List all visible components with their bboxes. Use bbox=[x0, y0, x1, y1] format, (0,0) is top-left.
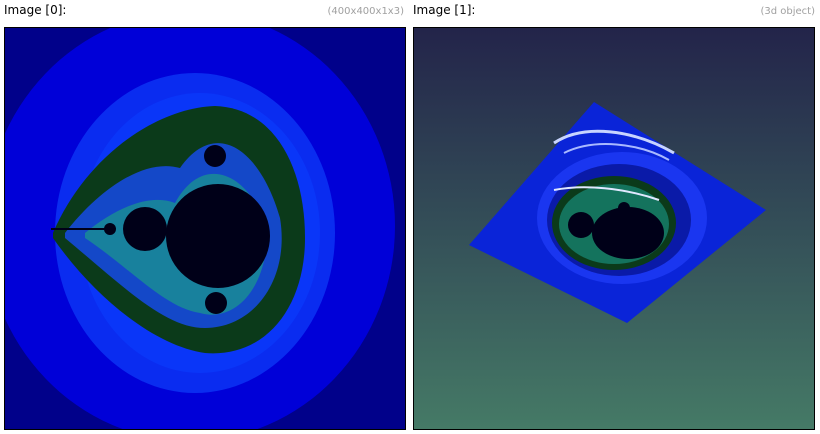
panel-1-title: Image [1]: bbox=[413, 3, 476, 17]
mandelbrot-3d-surface bbox=[414, 28, 814, 429]
mandelbrot-2d-image bbox=[5, 28, 405, 429]
panel-0-title: Image [0]: bbox=[4, 3, 67, 17]
panel-0-header: Image [0]: (400x400x1x3) bbox=[4, 0, 404, 24]
panel-1-object-label: (3d object) bbox=[760, 6, 815, 17]
panel-0-dimensions: (400x400x1x3) bbox=[327, 6, 404, 17]
image-0-viewport[interactable] bbox=[4, 27, 406, 430]
image-1-3d-viewport[interactable] bbox=[413, 27, 815, 430]
panel-1-header: Image [1]: (3d object) bbox=[413, 0, 815, 24]
